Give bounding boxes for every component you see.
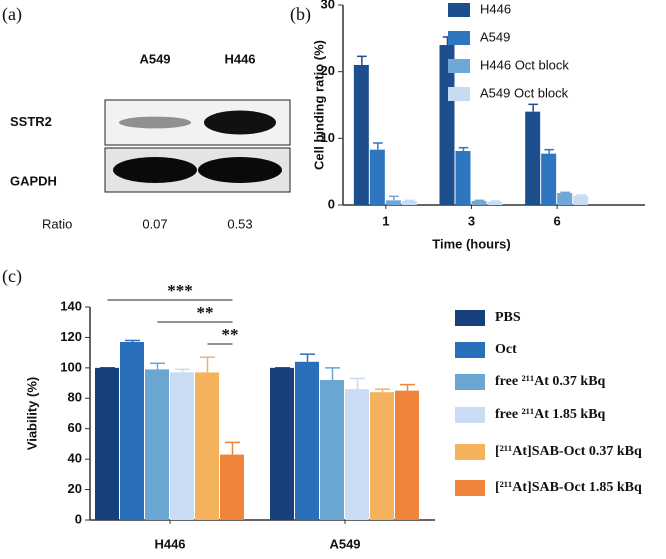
y-tick-label: 20 [321, 63, 335, 78]
ratio-value: 0.53 [227, 216, 252, 231]
significance-label: ** [197, 303, 214, 322]
x-tick-label: 3 [468, 213, 475, 228]
panel-label: (b) [290, 4, 311, 25]
legend-swatch [455, 374, 485, 390]
bar [471, 201, 487, 205]
bar [95, 367, 119, 520]
bar [439, 45, 455, 205]
legend-swatch [455, 310, 485, 326]
bar [220, 454, 244, 520]
legend-swatch [455, 407, 485, 423]
ratio-value: 0.07 [142, 216, 167, 231]
legend-label: A549 [480, 29, 510, 44]
y-tick-label: 60 [68, 420, 82, 435]
bar [455, 151, 471, 205]
y-tick-label: 140 [60, 298, 82, 313]
bar [195, 372, 219, 520]
y-tick-label: 120 [60, 329, 82, 344]
sstr2-band [119, 116, 191, 129]
gapdh-band [198, 157, 282, 183]
ratio-label: Ratio [42, 216, 72, 231]
y-tick-label: 100 [60, 359, 82, 374]
legend-label: [²¹¹At]SAB-Oct 1.85 kBq [495, 480, 642, 495]
legend-label: [²¹¹At]SAB-Oct 0.37 kBq [495, 444, 642, 459]
x-tick-label: H446 [154, 536, 185, 551]
y-tick-label: 30 [321, 0, 335, 11]
y-tick-label: 10 [321, 130, 335, 145]
x-axis-label: Time (hours) [432, 236, 511, 251]
bar [120, 341, 144, 520]
significance-label: *** [167, 281, 193, 300]
y-axis-label: Cell binding ratio (%) [311, 40, 326, 170]
lane-label: A549 [139, 51, 170, 66]
bar [401, 201, 417, 205]
row-label: GAPDH [10, 173, 57, 188]
gapdh-band [113, 157, 197, 183]
legend-swatch [448, 87, 470, 101]
panel-label: (a) [2, 4, 22, 25]
legend-label: H446 [480, 1, 511, 16]
bar [353, 65, 369, 205]
bar [370, 392, 394, 520]
row-label: SSTR2 [10, 114, 52, 129]
y-axis-label: Viability (%) [24, 377, 39, 450]
y-tick-label: 40 [68, 451, 82, 466]
significance-label: ** [222, 325, 239, 344]
sstr2-band [204, 110, 276, 135]
bar [270, 367, 294, 520]
bar [320, 380, 344, 520]
legend-label: PBS [495, 310, 521, 325]
y-tick-label: 0 [328, 196, 335, 211]
x-tick-label: 6 [554, 213, 561, 228]
x-tick-label: A549 [329, 536, 360, 551]
bar [345, 389, 369, 520]
bar [525, 111, 541, 205]
legend-label: H446 Oct block [480, 57, 569, 72]
bar [145, 369, 169, 520]
legend-swatch [448, 3, 470, 17]
bar [541, 153, 557, 205]
legend-label: A549 Oct block [480, 85, 569, 100]
legend-swatch [448, 59, 470, 73]
bar [369, 149, 385, 205]
y-tick-label: 0 [75, 511, 82, 526]
bar [395, 390, 419, 520]
legend-label: free ²¹¹At 1.85 kBq [495, 407, 606, 422]
bar [295, 361, 319, 520]
bar [557, 193, 573, 205]
legend-label: free ²¹¹At 0.37 kBq [495, 374, 606, 389]
bar [170, 372, 194, 520]
legend-swatch [455, 444, 485, 460]
panel-label: (c) [2, 266, 22, 287]
legend-swatch [455, 342, 485, 358]
y-tick-label: 20 [68, 481, 82, 496]
y-tick-label: 80 [68, 390, 82, 405]
legend-swatch [455, 480, 485, 496]
lane-label: H446 [224, 51, 255, 66]
bar [487, 201, 503, 205]
bar [385, 200, 401, 205]
x-tick-label: 1 [382, 213, 389, 228]
legend-swatch [448, 31, 470, 45]
legend-label: Oct [495, 342, 517, 357]
bar [573, 195, 589, 205]
